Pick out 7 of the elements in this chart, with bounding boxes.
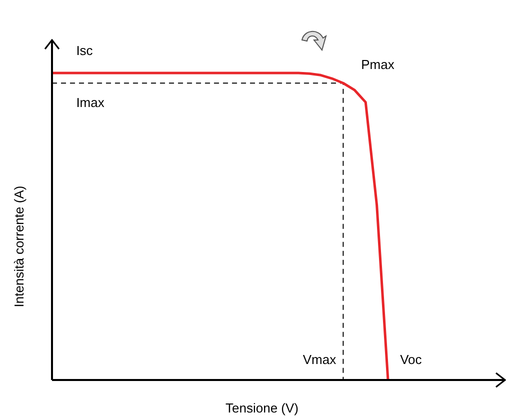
- annotation: Vmax: [302, 352, 337, 367]
- text: Pmax: [361, 57, 395, 72]
- text: Isc: [76, 43, 94, 58]
- x-axis-title: Tensione (V): [226, 400, 298, 416]
- annotation: Voc: [400, 352, 422, 367]
- y-axis-title: Intensità corrente (A): [12, 186, 27, 308]
- annotation: Imax: [76, 95, 105, 110]
